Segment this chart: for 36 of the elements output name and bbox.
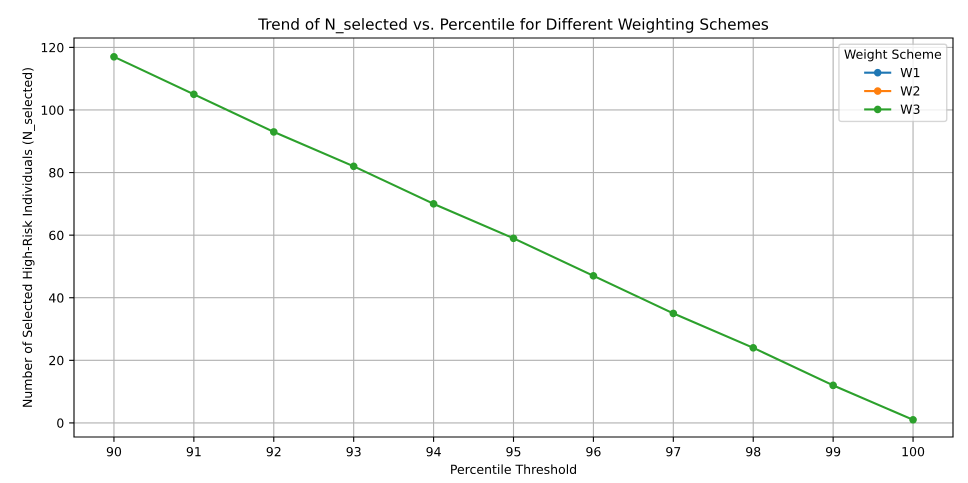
x-tick-label: 90 — [106, 446, 122, 456]
point — [350, 162, 358, 170]
legend-title: Weight Scheme — [844, 49, 942, 62]
y-tick-label: 40 — [48, 293, 64, 303]
y-tick-label: 100 — [42, 105, 64, 115]
y-axis-title: Number of Selected High-Risk Individuals (N_selected) — [22, 68, 35, 407]
point — [670, 310, 678, 318]
legend-label: W2 — [900, 86, 920, 96]
x-tick-label: 93 — [346, 446, 361, 456]
x-tick-label: 91 — [186, 446, 201, 456]
x-tick-label: 100 — [902, 446, 924, 456]
chart-title: Trend of N_selected vs. Percentile for Different Weighting Schemes — [258, 18, 768, 34]
x-axis-title: Percentile Threshold — [451, 464, 576, 474]
point — [909, 416, 917, 424]
y-tick-label: 0 — [57, 418, 64, 428]
x-tick-label: 92 — [266, 446, 280, 456]
legend-label: W1 — [900, 68, 920, 78]
x-tick-label: 95 — [506, 446, 520, 456]
point — [190, 90, 198, 98]
x-tick-label: 98 — [746, 446, 760, 456]
y-tick-label: 80 — [49, 168, 64, 178]
y-tick-label: 60 — [49, 230, 64, 240]
y-tick-label: 120 — [42, 42, 64, 52]
point — [749, 344, 758, 352]
y-tick-label: 20 — [49, 356, 64, 366]
x-tick-label: 97 — [666, 446, 680, 456]
x-tick-label: 94 — [426, 446, 441, 456]
point — [829, 382, 837, 390]
point — [270, 128, 278, 136]
legend-label: W3 — [900, 104, 920, 114]
x-tick-label: 96 — [586, 446, 601, 456]
x-tick-label: 99 — [826, 446, 840, 456]
point — [590, 272, 598, 280]
point — [110, 52, 118, 61]
point — [430, 200, 438, 208]
point — [510, 234, 518, 242]
